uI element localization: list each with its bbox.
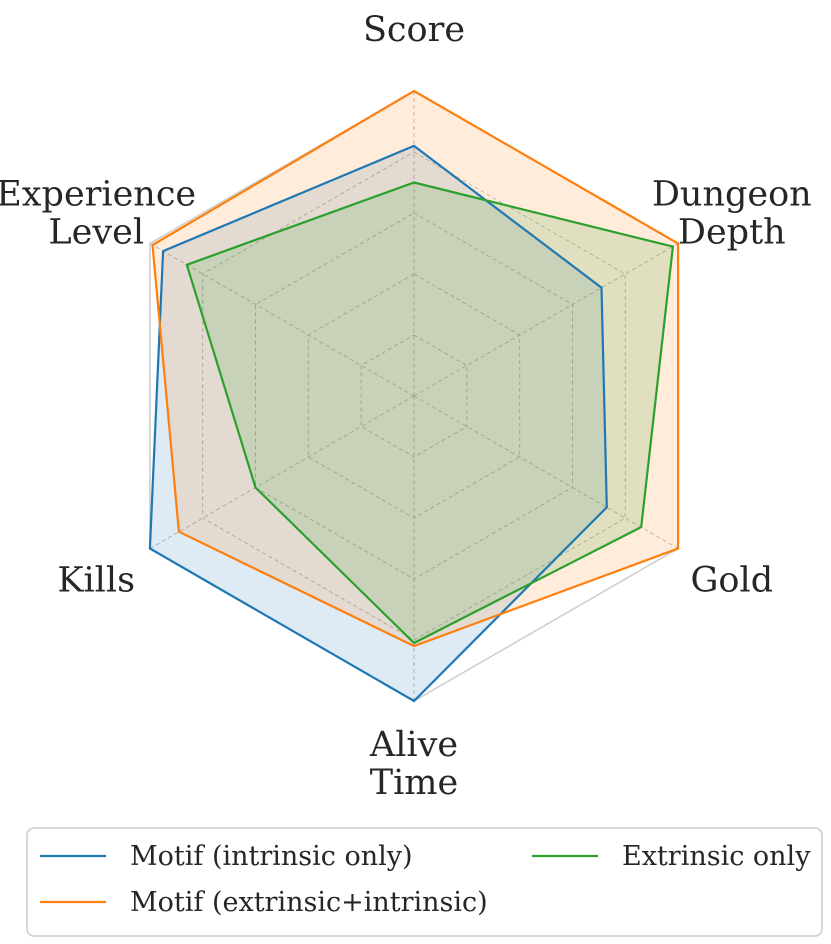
legend-label: Extrinsic only: [622, 841, 811, 872]
axis-label: Experience: [0, 175, 196, 215]
grid-spoke: [413, 243, 679, 397]
legend-label: Motif (intrinsic only): [130, 841, 413, 872]
axis-label: Depth: [678, 213, 786, 253]
legend-frame: [26, 827, 823, 937]
grid-spoke: [149, 243, 415, 397]
grid-spoke: [413, 395, 679, 549]
series-layer: [148, 89, 680, 703]
series-line-0: [148, 144, 608, 703]
legend-label: Motif (extrinsic+intrinsic): [130, 887, 488, 918]
series-line-1: [151, 89, 680, 648]
grid-spoke: [149, 395, 415, 549]
axis-label: Level: [48, 213, 144, 253]
axis-label: Gold: [690, 561, 773, 601]
axis-label: Score: [363, 10, 465, 50]
legend: Motif (intrinsic only) Motif (extrinsic+i…: [26, 827, 823, 937]
grid-ring: [202, 151, 626, 641]
axis-label: Time: [370, 763, 458, 803]
series-line-2: [185, 181, 675, 645]
grid-ring: [360, 334, 468, 458]
axis-label: Kills: [57, 561, 135, 601]
series-area-2: [186, 182, 673, 643]
series-area-0: [149, 145, 607, 701]
axis-label: Alive: [369, 725, 458, 765]
axis-label: Dungeon: [652, 175, 812, 215]
